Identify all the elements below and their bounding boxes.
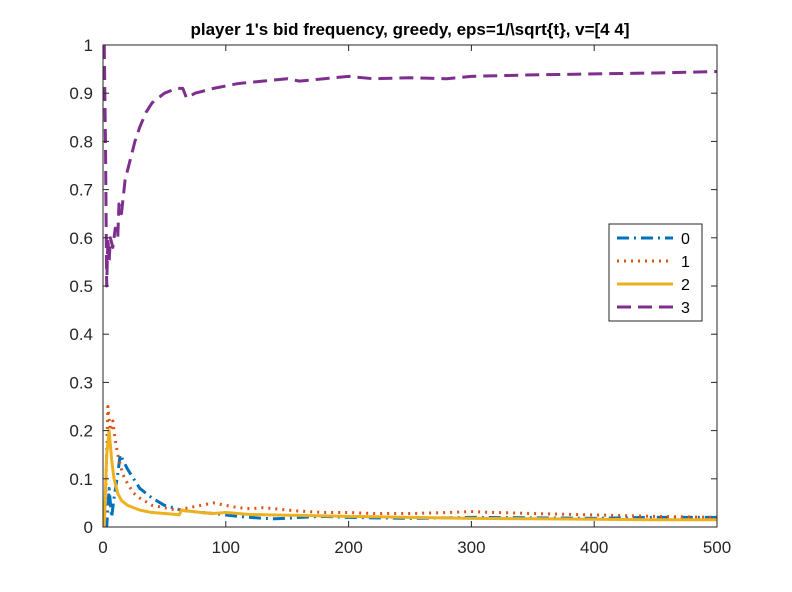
x-tick-label: 0 [98,538,107,557]
legend-label-3: 3 [681,300,690,317]
series-line-1 [103,405,717,527]
chart-title: player 1's bid frequency, greedy, eps=1/… [191,20,630,39]
y-tick-label: 0.8 [69,132,93,151]
y-tick-label: 0.4 [69,325,93,344]
y-tick-label: 0.7 [69,181,93,200]
y-tick-label: 0.2 [69,422,93,441]
legend: 0 1 2 3 [608,223,703,322]
y-tick-label: 0.3 [69,373,93,392]
series-layer [103,45,717,527]
y-tick-label: 0.1 [69,470,93,489]
x-tick-label: 100 [212,538,240,557]
x-tick-label: 300 [457,538,485,557]
series-line-2 [103,429,717,527]
legend-label-0: 0 [681,231,690,248]
x-tick-label: 200 [334,538,362,557]
y-tick-label: 0.6 [69,229,93,248]
legend-box [608,223,703,322]
x-tick-label: 400 [580,538,608,557]
y-tick-label: 1 [84,36,93,55]
legend-label-2: 2 [681,277,690,294]
y-tick-label: 0 [84,518,93,537]
y-tick-label: 0.9 [69,84,93,103]
legend-label-1: 1 [681,254,690,271]
y-tick-label: 0.5 [69,277,93,296]
series-line-3 [103,45,717,288]
x-tick-label: 500 [703,538,731,557]
axes-layer: 0 100 200 300 400 500 0 0.1 0.2 0.3 0.4 0.5 0.6 0.7 0.… [69,36,731,557]
